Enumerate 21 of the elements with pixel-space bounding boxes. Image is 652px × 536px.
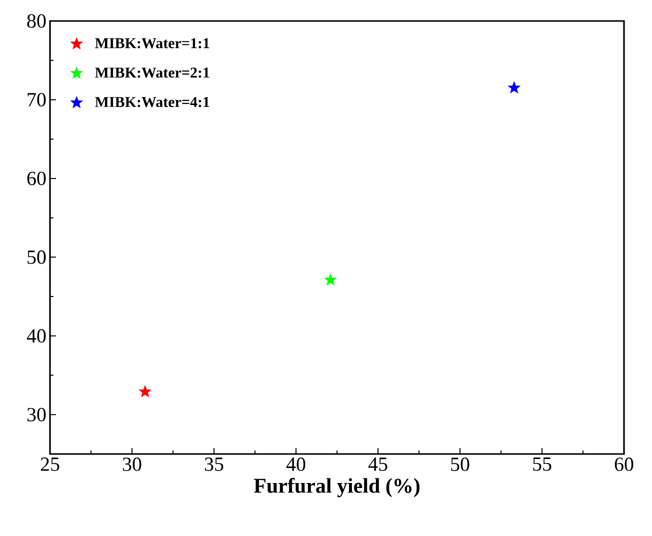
point xyxy=(508,81,520,94)
x-tick-label: 40 xyxy=(286,458,306,472)
legend-label: MIBK:Water=2:1 xyxy=(95,68,210,78)
x-tick-label: 35 xyxy=(204,458,224,471)
y-tick-label: 60 xyxy=(27,172,46,186)
x-axis-title: Furfural yield (%) xyxy=(254,478,420,498)
legend-label: MIBK:Water=4:1 xyxy=(95,97,210,108)
legend-label: MIBK:Water=1:1 xyxy=(95,38,210,48)
x-tick-label: 55 xyxy=(533,458,552,471)
x-tick-label: 25 xyxy=(40,458,60,471)
y-tick-label: 70 xyxy=(28,92,46,106)
y-tick-label: 80 xyxy=(27,14,46,28)
y-tick-label: 30 xyxy=(27,408,46,422)
y-tick-label: 40 xyxy=(26,329,46,343)
x-tick-label: 45 xyxy=(368,458,388,471)
point xyxy=(324,273,337,286)
point xyxy=(138,385,152,398)
x-tick-label: 60 xyxy=(614,458,634,472)
y-tick-label: 50 xyxy=(28,250,46,264)
x-tick-label: 30 xyxy=(122,458,142,472)
x-tick-label: 50 xyxy=(451,458,470,472)
